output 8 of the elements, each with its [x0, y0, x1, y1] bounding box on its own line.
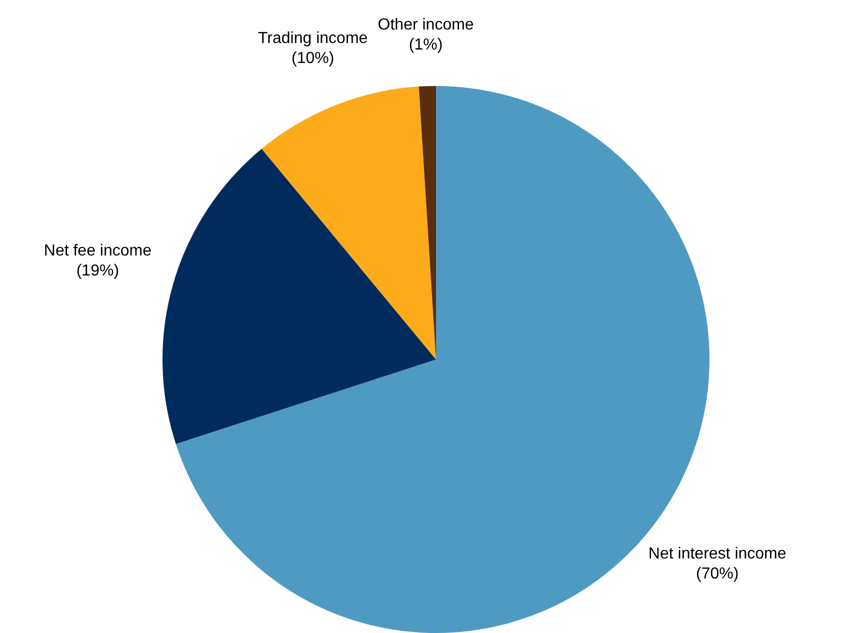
slice-label: Net fee income	[44, 242, 152, 260]
data-label: (10%)	[292, 50, 334, 67]
data-label: (19%)	[76, 262, 120, 280]
slice-label: Other income	[378, 16, 474, 34]
slice-label: Net interest income	[648, 545, 786, 562]
slice-label: Trading income	[258, 30, 368, 47]
data-label: (1%)	[408, 36, 443, 54]
data-label: (70%)	[696, 565, 739, 582]
